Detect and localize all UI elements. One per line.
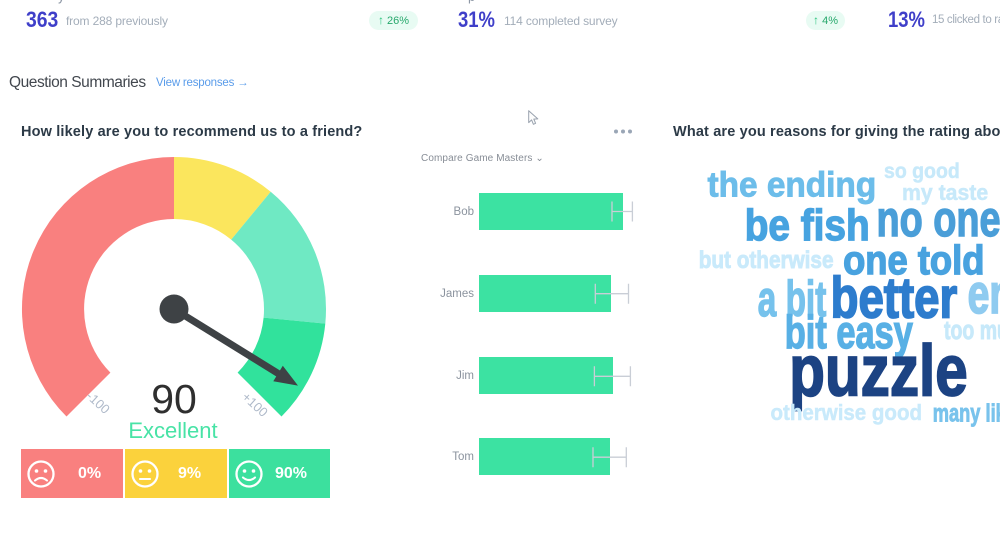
svg-text:otherwise good: otherwise good — [771, 400, 923, 425]
svg-text:better: better — [831, 265, 958, 329]
svg-text:but otherwise: but otherwise — [699, 245, 834, 273]
svg-text:the ending: the ending — [708, 166, 877, 205]
svg-text:one told: one told — [843, 238, 984, 283]
svg-text:be fish: be fish — [745, 201, 870, 250]
svg-text:so good: so good — [884, 160, 960, 183]
svg-text:em: em — [968, 263, 1000, 326]
svg-text:no one: no one — [877, 192, 1000, 247]
svg-text:many lik: many lik — [933, 399, 1000, 428]
svg-text:bit easy: bit easy — [785, 306, 913, 358]
svg-text:too muc: too muc — [944, 315, 1000, 344]
svg-text:a bit: a bit — [758, 271, 826, 328]
svg-text:my taste: my taste — [902, 180, 988, 205]
svg-text:puzzle: puzzle — [789, 331, 967, 411]
